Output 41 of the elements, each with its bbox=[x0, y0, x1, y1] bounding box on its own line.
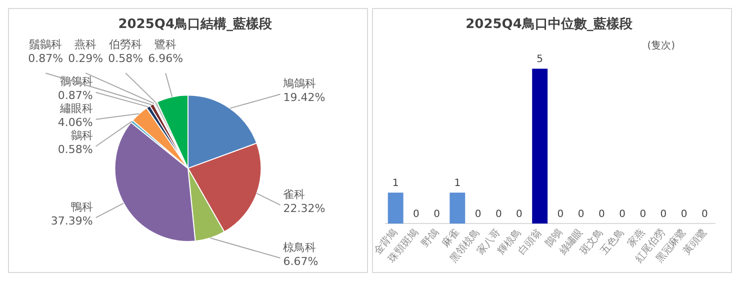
slice-label: 鳩鴿科 bbox=[283, 77, 316, 90]
data-label: 0.29% bbox=[68, 52, 104, 65]
slice-label: 鷺科 bbox=[154, 38, 177, 51]
x-tick-label: 野鴿 bbox=[419, 226, 442, 250]
data-label: 0 bbox=[660, 209, 667, 220]
data-label: 0 bbox=[640, 209, 646, 220]
slice-label: 伯勞科 bbox=[109, 38, 142, 51]
data-label: 0 bbox=[516, 209, 522, 220]
data-label: 0.87% bbox=[28, 52, 64, 65]
slice-label: 鴨科 bbox=[70, 200, 93, 214]
slice-label: 雀科 bbox=[283, 188, 306, 201]
slice-label: 繡眼科 bbox=[58, 102, 93, 116]
data-label: 19.42% bbox=[283, 91, 326, 104]
data-label: 0.58% bbox=[58, 143, 93, 156]
data-label: 0 bbox=[495, 209, 502, 220]
slice-label: 燕科 bbox=[74, 38, 97, 51]
chart-title: 2025Q4鳥口結構_藍樣段 bbox=[118, 16, 273, 32]
data-label: 0.58% bbox=[108, 52, 144, 65]
data-label: 1 bbox=[454, 178, 461, 190]
data-label: 0 bbox=[680, 209, 688, 220]
data-label: 0 bbox=[474, 209, 482, 220]
data-label: 1 bbox=[392, 178, 399, 190]
data-label: 0 bbox=[619, 209, 626, 220]
data-label: 0 bbox=[434, 209, 440, 220]
data-label: 37.39% bbox=[50, 214, 93, 228]
chart-title: 2025Q4鳥口中位數_藍樣段 bbox=[466, 16, 634, 32]
data-label: 0 bbox=[578, 209, 584, 220]
data-label: 0 bbox=[557, 209, 564, 220]
data-label: 0 bbox=[702, 209, 708, 220]
data-label: 0 bbox=[413, 209, 420, 220]
data-label: 6.67% bbox=[283, 254, 318, 268]
data-label: 22.32% bbox=[283, 202, 326, 215]
y-axis-title: (隻次) bbox=[647, 40, 676, 52]
slice-label: 椋鳥科 bbox=[283, 240, 316, 254]
data-label: 6.96% bbox=[148, 52, 184, 65]
data-label: 0.87% bbox=[58, 89, 93, 102]
slice-label: 鬚鶲科 bbox=[29, 38, 62, 51]
slice-label: 鶲科 bbox=[70, 129, 93, 142]
data-label: 0 bbox=[598, 209, 605, 220]
data-label: 4.06% bbox=[58, 116, 93, 130]
data-label: 5 bbox=[536, 54, 544, 66]
